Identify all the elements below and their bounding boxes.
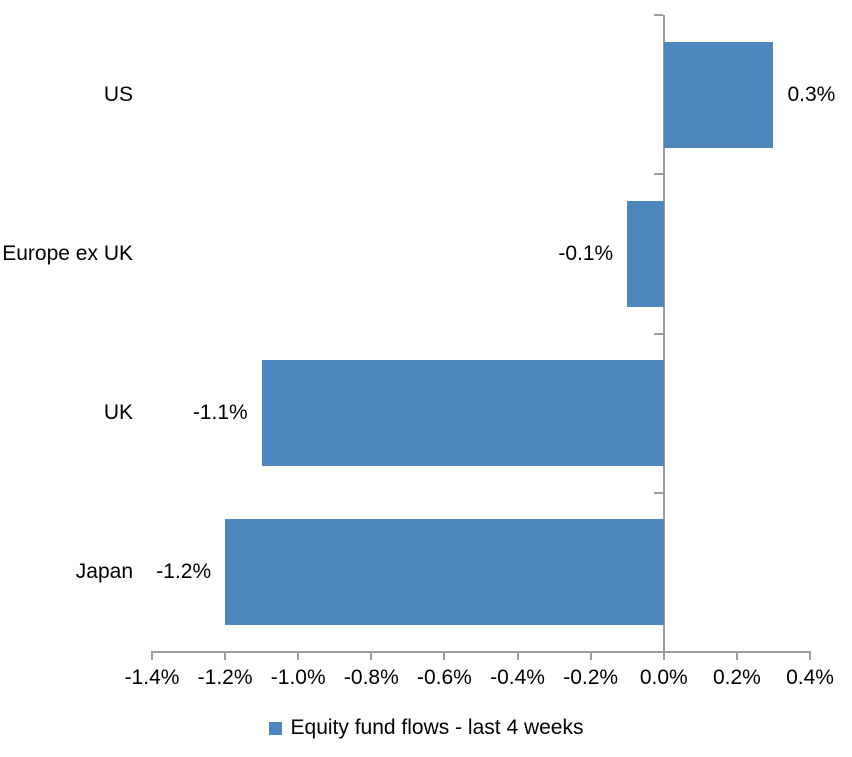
bar-uk: [261, 360, 664, 467]
x-axis-tick-label: -0.8%: [343, 666, 399, 689]
x-axis-tick: [151, 653, 153, 660]
x-axis-tick-label: 0.0%: [639, 666, 688, 689]
legend-marker-square: [268, 721, 282, 735]
category-label-us: US: [103, 82, 133, 106]
bar-japan: [225, 519, 664, 626]
x-axis-tick-label: -1.4%: [124, 666, 180, 689]
x-axis-line: [151, 651, 811, 653]
x-axis-tick-label: 0.4%: [786, 666, 834, 689]
x-axis-tick-label: -0.2%: [563, 666, 619, 689]
x-axis-tick-label: -1.2%: [197, 666, 253, 689]
category-label-japan: Japan: [75, 560, 133, 584]
legend-label: Equity fund flows - last 4 weeks: [290, 716, 584, 739]
x-axis-tick-label: -0.4%: [490, 666, 545, 689]
x-axis-tick: [224, 653, 227, 660]
x-axis-tick: [735, 653, 738, 660]
x-axis-tick: [662, 653, 665, 660]
category-label-uk: UK: [103, 401, 133, 425]
x-axis-tick: [809, 653, 811, 660]
x-axis-tick-label: -1.0%: [270, 666, 326, 689]
x-axis-tick-label: 0.2%: [712, 666, 761, 689]
x-axis-tick: [589, 653, 592, 660]
bar-us: [663, 41, 774, 148]
category-label-europe-ex-uk: Europe ex UK: [2, 241, 133, 265]
x-axis-tick: [443, 653, 446, 660]
zero-axis-tick: [653, 491, 663, 494]
zero-axis-tick: [653, 332, 663, 335]
zero-axis-tick: [653, 173, 663, 176]
chart-legend: Equity fund flows - last 4 weeks: [0, 716, 852, 740]
x-axis-tick: [516, 653, 519, 660]
bar-europe-ex-uk: [627, 200, 664, 307]
data-label-uk: -1.1%: [192, 401, 248, 425]
data-label-japan: -1.2%: [156, 560, 212, 584]
data-label-us: 0.3%: [787, 82, 836, 106]
data-label-europe-ex-uk: -0.1%: [558, 241, 614, 265]
zero-axis-tick: [653, 14, 663, 16]
x-axis-tick: [297, 653, 300, 660]
x-axis-tick-label: -0.6%: [417, 666, 472, 689]
zero-axis-line: [662, 15, 665, 652]
x-axis-tick: [370, 653, 373, 660]
